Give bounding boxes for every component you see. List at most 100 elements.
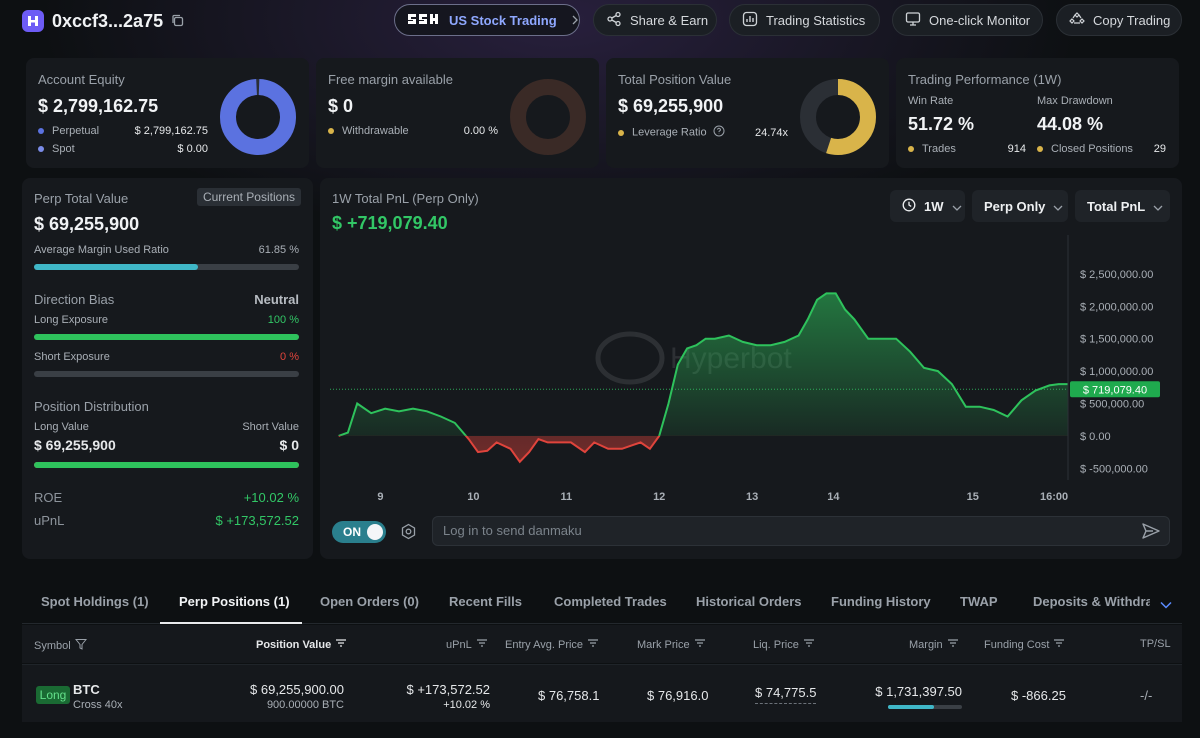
header-upnl[interactable]: uPnL [446,638,488,651]
header-liq-label: Liq. Price [753,638,799,651]
trades-label: Trades [922,143,956,155]
header-entry-price[interactable]: Entry Avg. Price [505,638,599,651]
header-symbol[interactable]: Symbol [34,638,87,653]
copy-icon[interactable] [171,14,185,28]
one-click-monitor-button[interactable]: One-click Monitor [892,4,1043,36]
tab-perp-positions[interactable]: Perp Positions (1) [179,594,290,609]
scope-select[interactable]: Perp Only [972,190,1068,222]
tab-funding-history[interactable]: Funding History [831,594,931,609]
account-equity-card: Account Equity $ 2,799,162.75 Perpetual … [26,58,309,168]
chevron-down-icon[interactable] [1160,596,1172,614]
trading-statistics-button[interactable]: Trading Statistics [729,4,880,36]
tab-twap[interactable]: TWAP [960,594,998,609]
copy-trading-button[interactable]: Copy Trading [1056,4,1182,36]
long-exposure-bar [34,334,299,340]
max-drawdown-label: Max Drawdown [1037,95,1113,107]
spot-dot-icon [38,146,44,153]
statistics-icon [742,11,758,30]
danmaku-input[interactable] [443,523,1123,538]
perpetual-label: Perpetual [52,125,100,137]
direction-bias-label: Direction Bias [34,292,115,307]
x-tick-label: 10 [467,491,479,503]
header-mark-price[interactable]: Mark Price [637,638,706,651]
danmaku-toggle[interactable]: ON [332,521,386,543]
monitor-icon [905,11,921,30]
row-position-size: 900.00000 BTC [266,699,344,711]
filter-icon[interactable] [74,638,87,653]
x-tick-label: 16:00 [1040,491,1068,503]
short-exposure-bar [34,371,299,377]
perpetual-value: $ 2,799,162.75 [134,125,208,137]
us-stock-logo-icon [407,13,441,28]
trades-row: Trades 914 [908,143,1026,155]
header-position-value[interactable]: Position Value [256,638,347,651]
row-position-value: $ 69,255,900.00 [250,682,344,697]
free-margin-label: Free margin available [328,72,454,87]
position-value-card: Total Position Value $ 69,255,900 Levera… [606,58,889,168]
row-liq-price[interactable]: $ 74,775.5 [755,685,817,704]
withdrawable-value: 0.00 % [463,125,498,137]
avg-margin-value: 61.85 % [258,244,299,256]
roe-row: ROE +10.02 % [34,490,299,505]
tab-historical-orders[interactable]: Historical Orders [696,594,802,609]
top-header: 0xccf3...2a75 US Stock Trading Share & E… [0,0,1200,48]
upnl-row: uPnL $ +173,572.52 [34,513,299,528]
row-symbol[interactable]: BTC [73,682,100,697]
header-margin[interactable]: Margin [909,638,959,651]
avg-margin-bar-fill [34,264,198,270]
pnl-area-negative [338,435,660,462]
long-exposure-row: Long Exposure 100 % [34,314,299,326]
closed-dot-icon [1037,146,1043,153]
spot-label: Spot [52,143,75,155]
withdrawable-dot-icon [328,128,334,135]
period-select[interactable]: 1W [890,190,965,222]
spot-value: $ 0.00 [177,143,208,155]
active-tab-underline [160,622,302,624]
tab-spot-holdings[interactable]: Spot Holdings (1) [41,594,149,609]
y-tick-label: $ 1,500,000.00 [1080,334,1153,346]
current-positions-badge[interactable]: Current Positions [196,188,301,206]
pnl-area-chart[interactable]: Hyperbot $ 719,079.40$ 2,500,000.00$ 2,0… [320,230,1182,515]
sort-active-icon [335,638,347,651]
trading-statistics-label: Trading Statistics [766,12,866,28]
chevron-down-icon [1153,199,1163,214]
us-stock-trading-button[interactable]: US Stock Trading [394,4,580,36]
share-earn-label: Share & Earn [630,12,709,28]
tab-completed-trades[interactable]: Completed Trades [554,594,667,609]
avg-margin-row: Average Margin Used Ratio 61.85 % [34,244,299,256]
info-icon[interactable] [713,125,725,140]
tab-deposits-withdraw[interactable]: Deposits & Withdraw [1033,594,1150,609]
position-distribution-label: Position Distribution [34,399,149,414]
y-tick-label: $ 2,500,000.00 [1080,269,1153,281]
header-symbol-label: Symbol [34,639,71,652]
row-margin-mode: Cross 40x [73,699,123,711]
row-tpsl[interactable]: -/- [1140,688,1153,703]
table-row[interactable]: Long BTC Cross 40x $ 69,255,900.00 900.0… [22,664,1182,722]
distribution-bar-fill [34,462,299,468]
tab-open-orders[interactable]: Open Orders (0) [320,594,419,609]
row-funding-cost: $ -866.25 [1011,688,1066,703]
danmaku-input-box [432,516,1170,546]
header-liq-price[interactable]: Liq. Price [753,638,815,651]
tab-recent-fills[interactable]: Recent Fills [449,594,522,609]
withdrawable-row: Withdrawable 0.00 % [328,125,498,137]
us-stock-label: US Stock Trading [449,12,557,28]
distribution-bar [34,462,299,468]
header-funding-cost[interactable]: Funding Cost [984,638,1065,651]
hyperliquid-logo-icon [22,10,44,32]
pnl-chart-title: 1W Total PnL (Perp Only) [332,191,479,206]
y-tick-label: $ 500,000.00 [1080,398,1144,410]
settings-icon[interactable] [400,523,417,545]
margin-bar-fill [888,705,934,709]
metric-select[interactable]: Total PnL [1075,190,1170,222]
leverage-value: 24.74x [754,126,788,139]
avg-margin-label: Average Margin Used Ratio [34,244,169,256]
share-earn-button[interactable]: Share & Earn [593,4,717,36]
short-exposure-label: Short Exposure [34,351,110,363]
x-tick-label: 12 [653,491,665,503]
pnl-line-negative [338,435,661,464]
current-value-tag [1070,381,1160,398]
avg-margin-bar [34,264,299,270]
x-tick-label: 11 [560,491,572,503]
send-icon[interactable] [1141,522,1161,545]
